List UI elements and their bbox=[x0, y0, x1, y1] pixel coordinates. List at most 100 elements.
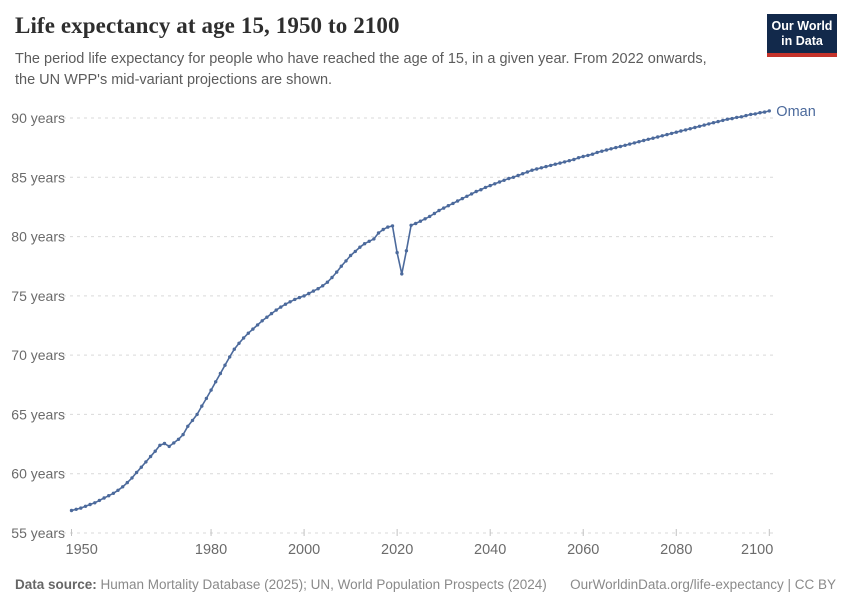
data-point[interactable] bbox=[600, 149, 604, 153]
data-point[interactable] bbox=[623, 143, 627, 147]
data-point[interactable] bbox=[618, 144, 623, 149]
data-point[interactable] bbox=[381, 227, 385, 232]
data-point[interactable] bbox=[283, 302, 288, 306]
data-point[interactable] bbox=[223, 363, 227, 367]
data-point[interactable] bbox=[739, 115, 744, 119]
data-point[interactable] bbox=[497, 180, 502, 184]
data-point[interactable] bbox=[404, 249, 409, 253]
data-point[interactable] bbox=[409, 223, 413, 227]
data-point[interactable] bbox=[488, 183, 492, 188]
data-point[interactable] bbox=[725, 117, 730, 121]
data-point[interactable] bbox=[665, 132, 669, 137]
data-point[interactable] bbox=[730, 116, 734, 121]
data-point[interactable] bbox=[260, 319, 264, 323]
data-point[interactable] bbox=[172, 441, 176, 445]
data-point[interactable] bbox=[544, 164, 548, 169]
data-point[interactable] bbox=[525, 170, 530, 174]
data-point[interactable] bbox=[581, 154, 585, 159]
data-point[interactable] bbox=[139, 465, 143, 469]
data-point[interactable] bbox=[660, 134, 664, 138]
data-point[interactable] bbox=[474, 189, 478, 194]
data-point[interactable] bbox=[576, 156, 581, 160]
data-point[interactable] bbox=[200, 404, 204, 408]
data-point[interactable] bbox=[246, 331, 250, 335]
data-point[interactable] bbox=[418, 219, 423, 223]
data-point[interactable] bbox=[358, 245, 362, 249]
data-point[interactable] bbox=[479, 188, 483, 192]
data-point[interactable] bbox=[255, 323, 260, 327]
data-point[interactable] bbox=[507, 176, 511, 181]
data-point[interactable] bbox=[153, 449, 157, 453]
data-point[interactable] bbox=[535, 167, 539, 171]
data-point[interactable] bbox=[451, 201, 455, 206]
data-point[interactable] bbox=[516, 173, 520, 178]
data-point[interactable] bbox=[590, 152, 595, 156]
data-point[interactable] bbox=[390, 224, 395, 228]
data-point[interactable] bbox=[400, 272, 404, 276]
data-point[interactable] bbox=[162, 441, 167, 446]
data-point[interactable] bbox=[614, 145, 618, 150]
data-point[interactable] bbox=[642, 138, 646, 143]
data-point[interactable] bbox=[572, 157, 576, 162]
data-point[interactable] bbox=[637, 140, 641, 144]
data-point[interactable] bbox=[214, 380, 218, 384]
line-chart-svg[interactable]: 55 years 60 years 65 years 70 years 75 years… bbox=[0, 96, 850, 568]
data-point[interactable] bbox=[460, 196, 464, 201]
data-point[interactable] bbox=[595, 150, 599, 155]
data-point[interactable] bbox=[176, 437, 181, 441]
data-point[interactable] bbox=[362, 242, 367, 246]
data-point[interactable] bbox=[251, 327, 255, 331]
data-point[interactable] bbox=[204, 396, 209, 401]
data-point[interactable] bbox=[134, 470, 139, 475]
data-point[interactable] bbox=[465, 194, 469, 198]
data-point[interactable] bbox=[335, 270, 339, 274]
data-point[interactable] bbox=[632, 141, 637, 145]
data-point[interactable] bbox=[348, 253, 353, 258]
data-point[interactable] bbox=[707, 122, 711, 126]
data-point[interactable] bbox=[74, 507, 78, 511]
data-point[interactable] bbox=[767, 109, 771, 113]
data-point[interactable] bbox=[130, 476, 134, 480]
data-point[interactable] bbox=[148, 454, 153, 459]
data-point[interactable] bbox=[442, 206, 446, 210]
entity-label-oman[interactable]: Oman bbox=[776, 104, 816, 120]
data-point[interactable] bbox=[190, 418, 195, 423]
data-point[interactable] bbox=[455, 199, 460, 203]
data-point[interactable] bbox=[107, 494, 111, 498]
data-point[interactable] bbox=[274, 308, 278, 312]
data-point[interactable] bbox=[93, 501, 97, 505]
data-point[interactable] bbox=[186, 424, 190, 428]
data-point[interactable] bbox=[88, 502, 92, 507]
data-point[interactable] bbox=[232, 347, 236, 351]
data-point[interactable] bbox=[674, 130, 678, 134]
data-point[interactable] bbox=[395, 250, 399, 255]
data-point[interactable] bbox=[562, 160, 567, 164]
data-point[interactable] bbox=[297, 295, 302, 300]
data-point[interactable] bbox=[716, 119, 720, 124]
data-point[interactable] bbox=[693, 125, 697, 130]
data-point[interactable] bbox=[609, 147, 613, 151]
data-point[interactable] bbox=[679, 129, 683, 133]
data-point[interactable] bbox=[181, 432, 185, 437]
data-point[interactable] bbox=[651, 136, 655, 140]
data-point[interactable] bbox=[353, 249, 357, 254]
series-line-oman[interactable] bbox=[71, 110, 770, 512]
data-point[interactable] bbox=[367, 239, 371, 243]
data-point[interactable] bbox=[376, 231, 381, 235]
data-point[interactable] bbox=[414, 221, 418, 226]
data-point[interactable] bbox=[521, 172, 525, 176]
data-point[interactable] bbox=[753, 112, 757, 116]
data-point[interactable] bbox=[97, 498, 102, 503]
data-point[interactable] bbox=[144, 460, 148, 464]
data-point[interactable] bbox=[432, 211, 437, 216]
data-point[interactable] bbox=[269, 311, 274, 316]
data-point[interactable] bbox=[469, 192, 474, 196]
data-point[interactable] bbox=[344, 259, 348, 263]
data-point[interactable] bbox=[325, 280, 330, 284]
data-point[interactable] bbox=[121, 485, 125, 489]
data-point[interactable] bbox=[549, 163, 553, 168]
data-point[interactable] bbox=[102, 496, 106, 500]
data-point[interactable] bbox=[721, 118, 725, 123]
data-point[interactable] bbox=[116, 488, 120, 492]
data-point[interactable] bbox=[683, 128, 688, 132]
